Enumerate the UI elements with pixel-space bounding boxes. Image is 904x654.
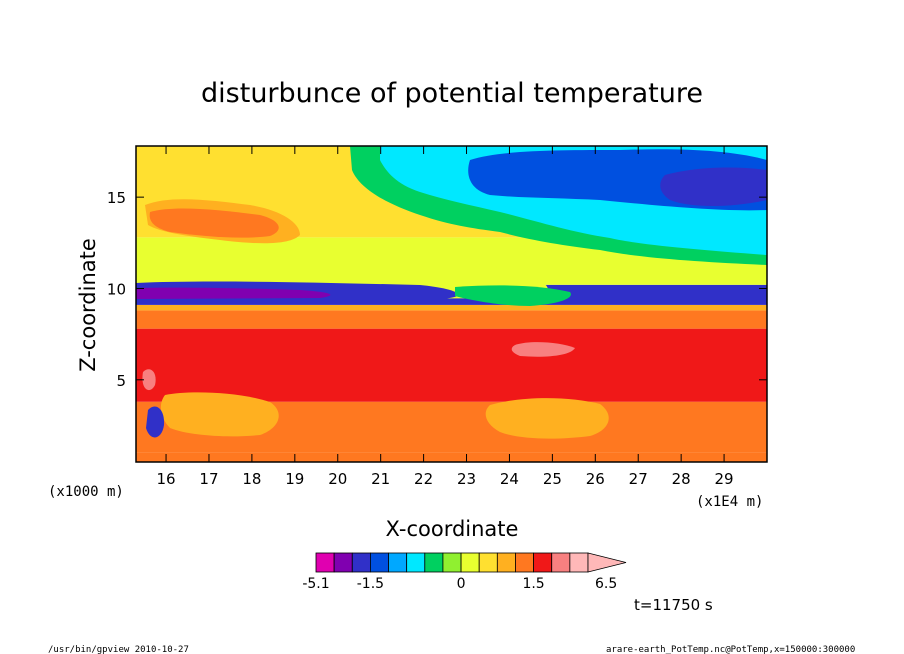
y-tick-label: 10 — [107, 280, 126, 298]
time-annotation: t=11750 s — [634, 596, 713, 614]
footer-right: arare-earth_PotTemp.nc@PotTemp,x=150000:… — [606, 645, 855, 654]
footer-left: /usr/bin/gpview 2010-10-27 — [48, 645, 189, 654]
y-unit-label: (x1000 m) — [48, 484, 124, 500]
colorbar-swatch — [369, 552, 389, 573]
x-tick-label: 17 — [199, 470, 218, 488]
lower-yellow-patch-left — [160, 392, 279, 437]
colorbar-swatch — [478, 552, 498, 573]
purple-jet-core — [136, 287, 331, 299]
x-tick-label: 18 — [242, 470, 261, 488]
y-axis-label: Z-coordinate — [76, 238, 100, 372]
upper-darkorange-patch — [149, 208, 279, 238]
colorbar-swatch — [315, 552, 335, 573]
x-tick-label: 20 — [328, 470, 347, 488]
y-axis: 5 10 15 — [107, 189, 767, 390]
colorbar-swatch — [351, 552, 371, 573]
x-axis-label: X-coordinate — [386, 517, 519, 541]
y-tick-label: 15 — [107, 189, 126, 207]
colorbar-tick-label: 1.5 — [522, 576, 544, 592]
x-axis: 16 17 18 19 20 21 22 23 24 25 26 27 28 29 — [157, 146, 734, 488]
colorbar-swatch — [533, 552, 553, 573]
x-tick-label: 23 — [457, 470, 476, 488]
x-tick-label: 21 — [371, 470, 390, 488]
upper-features — [136, 146, 767, 439]
green-jet-tail — [455, 285, 571, 306]
x-tick-label: 27 — [629, 470, 648, 488]
layer-band-3 — [136, 310, 767, 329]
colorbar-swatch — [496, 552, 516, 573]
plot-frame — [135, 145, 768, 463]
lower-yellow-patch-right — [485, 398, 609, 439]
contour-field — [136, 146, 767, 462]
x-tick-label: 22 — [414, 470, 433, 488]
colorbar-tick-label: -5.1 — [302, 576, 329, 592]
colorbar-swatch — [388, 552, 408, 573]
colorbar-tick-label: 6.5 — [595, 576, 617, 592]
bottom-left-dark-core — [146, 406, 165, 438]
colorbar: -5.1 -1.5 0 1.5 6.5 — [302, 552, 627, 592]
colorbar-swatch — [551, 552, 571, 573]
pink-patch-right — [511, 342, 575, 357]
upper-navy-core — [660, 167, 767, 206]
x-tick-label: 19 — [285, 470, 304, 488]
colorbar-extend-arrow — [587, 552, 627, 573]
colorbar-tick-label: 0 — [457, 576, 466, 592]
x-unit-label: (x1E4 m) — [696, 494, 763, 510]
x-tick-label: 28 — [672, 470, 691, 488]
pink-patch-left — [142, 369, 156, 391]
x-tick-label: 24 — [500, 470, 519, 488]
layer-band-0 — [136, 452, 767, 462]
x-tick-label: 16 — [157, 470, 176, 488]
colorbar-swatch — [333, 552, 353, 573]
colorbar-swatch — [424, 552, 444, 573]
colorbar-swatch — [569, 552, 589, 573]
y-tick-label: 5 — [116, 372, 126, 390]
colorbar-swatch — [406, 552, 426, 573]
colorbar-tick-label: -1.5 — [357, 576, 384, 592]
colorbar-swatch — [442, 552, 462, 573]
colorbar-swatch — [515, 552, 535, 573]
x-tick-label: 29 — [715, 470, 734, 488]
layer-band-2 — [136, 328, 767, 402]
x-tick-label: 26 — [586, 470, 605, 488]
x-tick-label: 25 — [543, 470, 562, 488]
layer-band-4 — [136, 304, 767, 311]
chart-title: disturbunce of potential temperature — [201, 78, 703, 109]
colorbar-swatch — [460, 552, 480, 573]
